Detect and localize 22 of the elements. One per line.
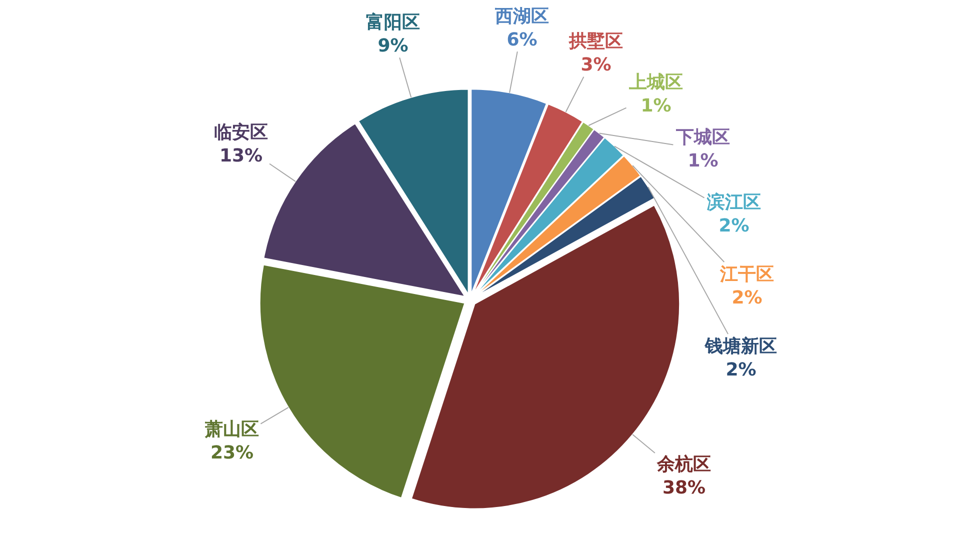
slice-label: 萧山区 (204, 419, 259, 440)
slice-label: 西湖区 (494, 6, 549, 27)
slice-label: 临安区 (214, 122, 268, 143)
data-label: 6% (506, 29, 538, 50)
slice-label: 钱塘新区 (704, 336, 777, 357)
data-label: 2% (732, 287, 762, 308)
slice-label: 江干区 (719, 264, 774, 285)
data-label: 2% (718, 215, 750, 236)
data-label: 23% (210, 442, 254, 464)
data-label: 38% (662, 477, 706, 498)
slice-label: 富阳区 (366, 12, 420, 33)
slice-label: 拱墅区 (568, 31, 623, 52)
data-label: 2% (726, 359, 756, 380)
slice-label: 滨江区 (706, 192, 761, 213)
data-label: 3% (580, 54, 612, 76)
data-label: 9% (378, 35, 408, 56)
slice-label: 下城区 (675, 127, 730, 148)
data-label: 1% (640, 95, 672, 116)
data-label: 1% (688, 150, 718, 172)
data-label: 13% (219, 145, 263, 166)
slice-label: 余杭区 (656, 454, 711, 475)
slice-label: 上城区 (628, 72, 683, 93)
